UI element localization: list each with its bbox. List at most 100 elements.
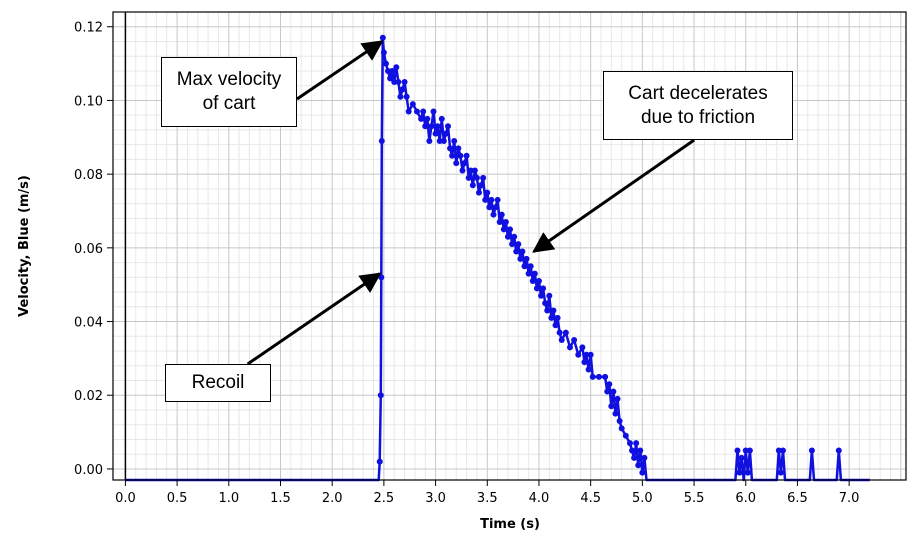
data-point [589,373,596,380]
x-tick-label: 6.5 [787,491,808,506]
data-point [579,344,586,351]
data-point [488,196,495,203]
data-point [480,174,487,181]
data-point [467,167,474,174]
data-point [498,211,505,218]
data-point [734,447,741,454]
data-point [391,79,398,86]
data-point [531,270,538,277]
data-point [405,108,412,115]
x-tick-label: 6.0 [735,491,756,506]
data-point [544,307,551,314]
x-tick-label: 4.5 [580,491,601,506]
data-point [476,189,482,196]
data-point [552,322,559,329]
data-point [629,447,636,454]
data-point [635,462,642,469]
data-point [521,263,528,270]
data-point [742,447,749,454]
data-point [538,292,545,299]
data-point [535,278,542,285]
annotation-arrow [532,138,696,253]
x-tick-label: 3.0 [425,491,446,506]
data-point [397,93,404,100]
data-point [502,219,509,226]
data-point [378,137,385,144]
data-point [575,351,582,358]
data-point [473,174,480,181]
y-tick-label: 0.02 [74,389,103,404]
data-point [550,307,557,314]
data-point [513,248,520,255]
data-point [637,447,644,454]
y-axis-ticks: 0.00 0.02 0.04 0.06 0.08 0.10 0.12 [74,21,113,478]
data-point [525,270,532,277]
data-point [604,388,611,395]
data-point [432,130,439,137]
data-point [482,196,489,203]
data-point [490,211,497,218]
data-point [451,137,458,144]
data-point [436,137,443,144]
data-point [612,410,619,417]
data-point [542,300,549,307]
data-point [507,226,514,233]
data-point [519,248,526,255]
data-point [395,79,402,86]
data-point [461,160,468,167]
data-point [581,359,588,366]
annotation-recoil: Recoil [165,364,271,402]
data-point [595,373,602,380]
data-point [779,447,786,454]
x-tick-label: 0.5 [167,491,188,506]
data-point [426,137,433,144]
data-point [463,152,470,159]
data-point [744,469,751,476]
y-axis-label: Velocity, Blue (m/s) [17,175,32,317]
data-point [465,174,472,181]
data-point [746,447,753,454]
data-point [511,233,518,240]
data-point [444,123,451,130]
data-point [515,241,522,248]
x-tick-label: 4.0 [529,491,550,506]
data-point [610,388,617,395]
data-point [422,123,429,130]
data-point [529,278,536,285]
annotation-line: due to friction [640,106,756,128]
data-point [608,403,615,410]
data-point [602,373,609,380]
data-point [622,432,629,439]
data-point [554,314,561,321]
data-point [379,34,386,41]
data-point [587,351,594,358]
data-point [641,454,648,461]
data-point [540,285,547,292]
data-point [500,226,507,233]
data-point [835,447,842,454]
data-point [558,336,565,343]
data-point [626,440,633,447]
data-point [430,108,437,115]
data-point [377,392,384,399]
data-point [583,351,590,358]
data-point [459,167,466,174]
data-point [484,189,491,196]
data-point [494,196,501,203]
data-point [376,458,383,465]
data-point [523,255,530,262]
annotation-line: Cart decelerates [628,82,768,104]
data-point [631,454,638,461]
data-point [562,329,569,336]
x-axis-label: Time (s) [480,517,540,532]
data-point [633,440,640,447]
y-tick-label: 0.04 [74,316,103,331]
x-tick-label: 2.0 [322,491,343,506]
data-point [548,314,555,321]
annotation-decelerates: Cart decelerates due to friction [603,71,793,140]
annotation-line: of cart [202,93,256,114]
data-point [533,285,540,292]
data-point [438,115,445,122]
x-tick-label: 7.0 [839,491,860,506]
data-point [808,447,815,454]
